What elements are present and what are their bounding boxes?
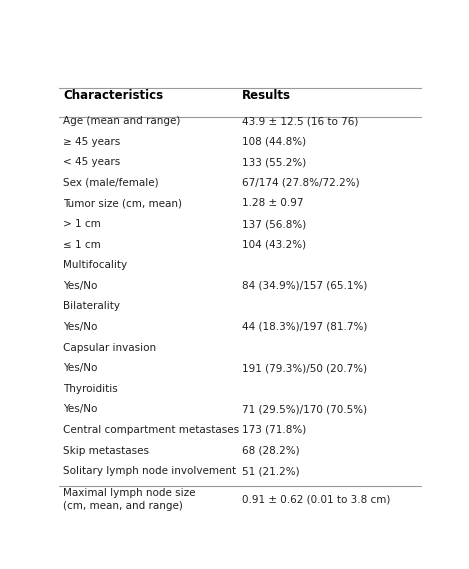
Text: Thyroiditis: Thyroiditis <box>63 384 118 394</box>
Text: 44 (18.3%)/197 (81.7%): 44 (18.3%)/197 (81.7%) <box>242 322 368 332</box>
Text: Results: Results <box>242 89 291 101</box>
Text: ≥ 45 years: ≥ 45 years <box>63 137 120 147</box>
Text: Yes/No: Yes/No <box>63 363 98 373</box>
Text: Central compartment metastases: Central compartment metastases <box>63 425 239 435</box>
Text: Maximal lymph node size
(cm, mean, and range): Maximal lymph node size (cm, mean, and r… <box>63 488 196 511</box>
Text: 68 (28.2%): 68 (28.2%) <box>242 446 300 456</box>
Text: Yes/No: Yes/No <box>63 281 98 291</box>
Text: 173 (71.8%): 173 (71.8%) <box>242 425 306 435</box>
Text: 43.9 ± 12.5 (16 to 76): 43.9 ± 12.5 (16 to 76) <box>242 116 359 126</box>
Text: Bilaterality: Bilaterality <box>63 302 120 311</box>
Text: Multifocality: Multifocality <box>63 260 127 270</box>
Text: Characteristics: Characteristics <box>63 89 163 101</box>
Text: 67/174 (27.8%/72.2%): 67/174 (27.8%/72.2%) <box>242 178 360 188</box>
Text: 71 (29.5%)/170 (70.5%): 71 (29.5%)/170 (70.5%) <box>242 405 367 414</box>
Text: Age (mean and range): Age (mean and range) <box>63 116 181 126</box>
Text: 108 (44.8%): 108 (44.8%) <box>242 137 306 147</box>
Text: 51 (21.2%): 51 (21.2%) <box>242 466 300 476</box>
Text: Solitary lymph node involvement: Solitary lymph node involvement <box>63 466 236 476</box>
Text: 137 (56.8%): 137 (56.8%) <box>242 219 306 229</box>
Text: < 45 years: < 45 years <box>63 157 120 167</box>
Text: 84 (34.9%)/157 (65.1%): 84 (34.9%)/157 (65.1%) <box>242 281 368 291</box>
Text: Capsular invasion: Capsular invasion <box>63 343 156 353</box>
Text: 104 (43.2%): 104 (43.2%) <box>242 240 306 250</box>
Text: 0.91 ± 0.62 (0.01 to 3.8 cm): 0.91 ± 0.62 (0.01 to 3.8 cm) <box>242 494 391 504</box>
Text: Skip metastases: Skip metastases <box>63 446 149 456</box>
Text: 133 (55.2%): 133 (55.2%) <box>242 157 306 167</box>
Text: Tumor size (cm, mean): Tumor size (cm, mean) <box>63 199 182 208</box>
Text: 1.28 ± 0.97: 1.28 ± 0.97 <box>242 199 304 208</box>
Text: Yes/No: Yes/No <box>63 322 98 332</box>
Text: ≤ 1 cm: ≤ 1 cm <box>63 240 101 250</box>
Text: 191 (79.3%)/50 (20.7%): 191 (79.3%)/50 (20.7%) <box>242 363 367 373</box>
Text: Sex (male/female): Sex (male/female) <box>63 178 159 188</box>
Text: Yes/No: Yes/No <box>63 405 98 414</box>
Text: > 1 cm: > 1 cm <box>63 219 101 229</box>
